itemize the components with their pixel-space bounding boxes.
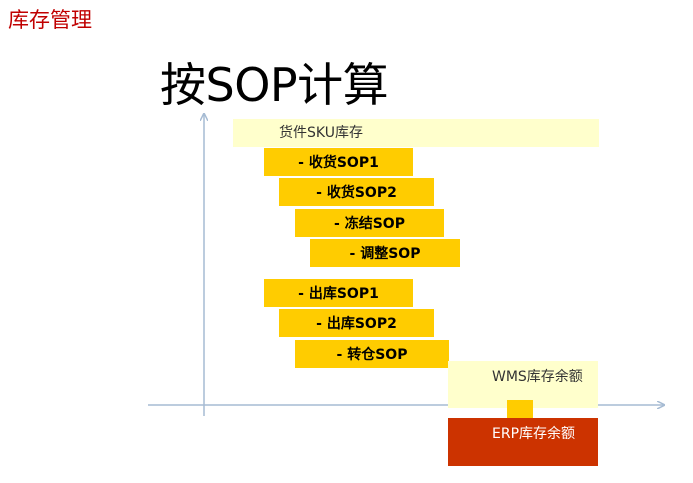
sku-stock-bar: 货件SKU库存	[233, 119, 599, 147]
sop-bar-transfer: - 转仓SOP	[295, 340, 449, 368]
diagram-title: 按SOP计算	[160, 58, 389, 112]
sop-bar-outbound-2: - 出库SOP2	[279, 309, 434, 337]
sop-bar-adjust: - 调整SOP	[310, 239, 460, 267]
sop-bar-freeze: - 冻结SOP	[295, 209, 444, 237]
erp-balance-box: ERP库存余额	[448, 418, 598, 466]
sop-bar-receive-1: - 收货SOP1	[264, 148, 413, 176]
wms-balance-marker	[507, 400, 533, 420]
header-title: 库存管理	[8, 8, 92, 32]
sop-bar-receive-2: - 收货SOP2	[279, 178, 434, 206]
sop-bar-outbound-1: - 出库SOP1	[264, 279, 413, 307]
